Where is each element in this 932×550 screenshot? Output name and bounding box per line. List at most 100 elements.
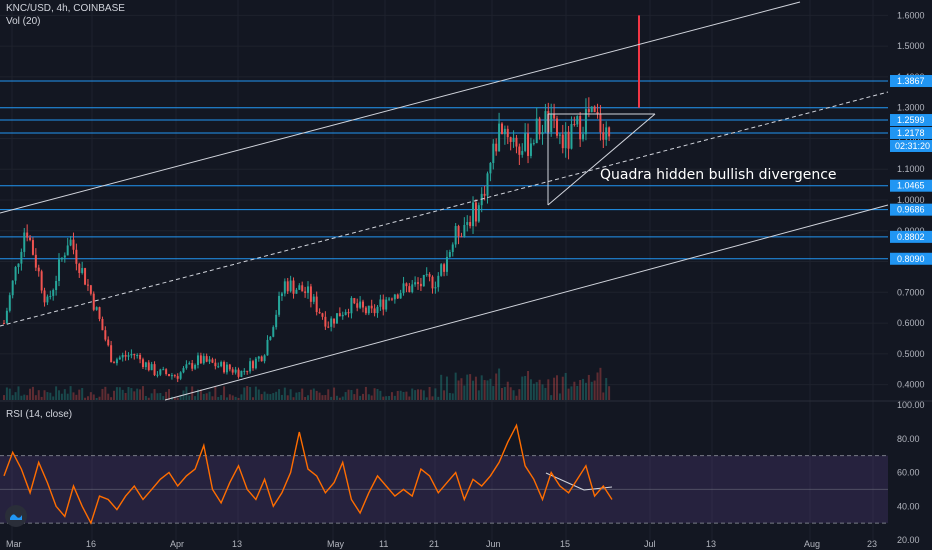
volume-bar <box>17 386 20 400</box>
candle-body <box>370 305 373 309</box>
price-tick: 1.6000 <box>897 10 925 20</box>
volume-bar <box>419 389 422 400</box>
candle-body <box>98 307 101 319</box>
candle-body <box>243 370 246 372</box>
volume-bar <box>34 395 37 400</box>
candle-body <box>92 293 95 310</box>
volume-bar <box>266 393 269 400</box>
time-tick: 11 <box>379 539 388 549</box>
price-axis: 1.60001.50001.40001.30001.20001.10001.00… <box>6 10 932 549</box>
candle-body <box>593 106 596 113</box>
candle-body <box>411 284 414 293</box>
volume-bar <box>364 386 367 400</box>
volume-bar <box>437 396 440 400</box>
volume-bar <box>321 395 324 400</box>
candle-body <box>486 173 489 196</box>
volume-bar <box>231 395 234 400</box>
candle-body <box>425 274 428 276</box>
candle-body <box>75 249 78 264</box>
candle-body <box>500 123 503 135</box>
volume-bar <box>599 367 602 400</box>
volume-bar <box>194 396 197 400</box>
price-tick: 0.6000 <box>897 318 925 328</box>
candle-body <box>228 364 231 370</box>
candle-body <box>463 224 466 237</box>
candle-body <box>521 150 524 155</box>
volume-bar <box>205 393 208 400</box>
candle-body <box>49 295 52 297</box>
candle-body <box>118 357 121 360</box>
candle-body <box>84 268 87 285</box>
candle-body <box>472 202 475 227</box>
volume-bar <box>121 389 124 400</box>
candle-body <box>477 205 480 222</box>
triangle-lower-line <box>547 113 656 206</box>
volume-bar <box>72 392 75 400</box>
volume-bar <box>529 379 532 400</box>
candle-body <box>524 133 527 151</box>
volume-bar <box>527 371 530 400</box>
volume-bar <box>579 380 582 400</box>
volume-bar <box>52 396 55 400</box>
volume-bar <box>237 397 240 400</box>
volume-bar <box>191 386 194 400</box>
candle-body <box>602 132 605 140</box>
volume-bar <box>269 394 272 400</box>
volume-bar <box>521 376 524 400</box>
volume-bar <box>385 396 388 400</box>
volume-bar <box>524 375 527 400</box>
volume-bar <box>538 379 541 400</box>
volume-bar <box>472 380 475 400</box>
price-tick: 0.4000 <box>897 380 925 390</box>
volume-bar <box>605 378 608 400</box>
volume-bar <box>289 389 292 400</box>
volume-bar <box>425 397 428 400</box>
time-tick: 15 <box>560 539 570 549</box>
candle-body <box>584 109 587 135</box>
candle-body <box>347 312 350 314</box>
candle-body <box>124 355 127 357</box>
volume-bar <box>550 395 553 400</box>
volume-bar <box>272 393 275 400</box>
candle-body <box>483 193 486 196</box>
volume-bar <box>295 392 298 400</box>
candle-body <box>58 259 61 282</box>
candle-body <box>240 370 243 377</box>
candle-body <box>353 298 356 304</box>
volume-bar <box>564 372 567 400</box>
candle-body <box>101 318 104 331</box>
volume-bar <box>370 395 373 400</box>
volume-bar <box>359 395 362 400</box>
time-tick: 13 <box>232 539 242 549</box>
candle-body <box>69 239 72 246</box>
volume-bar <box>498 368 501 400</box>
tradingview-logo-icon[interactable] <box>5 505 27 527</box>
volume-bar <box>573 381 576 400</box>
price-label: 0.8090 <box>897 254 925 264</box>
volume-bar <box>81 388 84 400</box>
candle-body <box>156 374 159 376</box>
candle-body <box>503 128 506 135</box>
volume-bar <box>382 396 385 400</box>
candle-body <box>544 111 547 133</box>
time-tick: 13 <box>706 539 716 549</box>
candle-body <box>162 369 165 371</box>
volume-bar <box>390 392 393 400</box>
volume-bar <box>225 397 228 400</box>
candle-body <box>225 364 228 373</box>
candle-body <box>251 361 254 369</box>
candle-body <box>182 368 185 373</box>
rsi-tick: 20.00 <box>897 535 920 545</box>
volume-bar <box>445 376 448 400</box>
volume-bar <box>220 395 223 400</box>
candle-body <box>532 143 535 145</box>
candle-body <box>445 256 448 272</box>
volume-bar <box>292 397 295 400</box>
volume-bar <box>587 374 590 400</box>
volume-bar <box>202 393 205 400</box>
candle-body <box>350 298 353 314</box>
candle-body <box>396 294 399 299</box>
volume-bar <box>307 395 309 400</box>
candle-body <box>573 123 576 125</box>
